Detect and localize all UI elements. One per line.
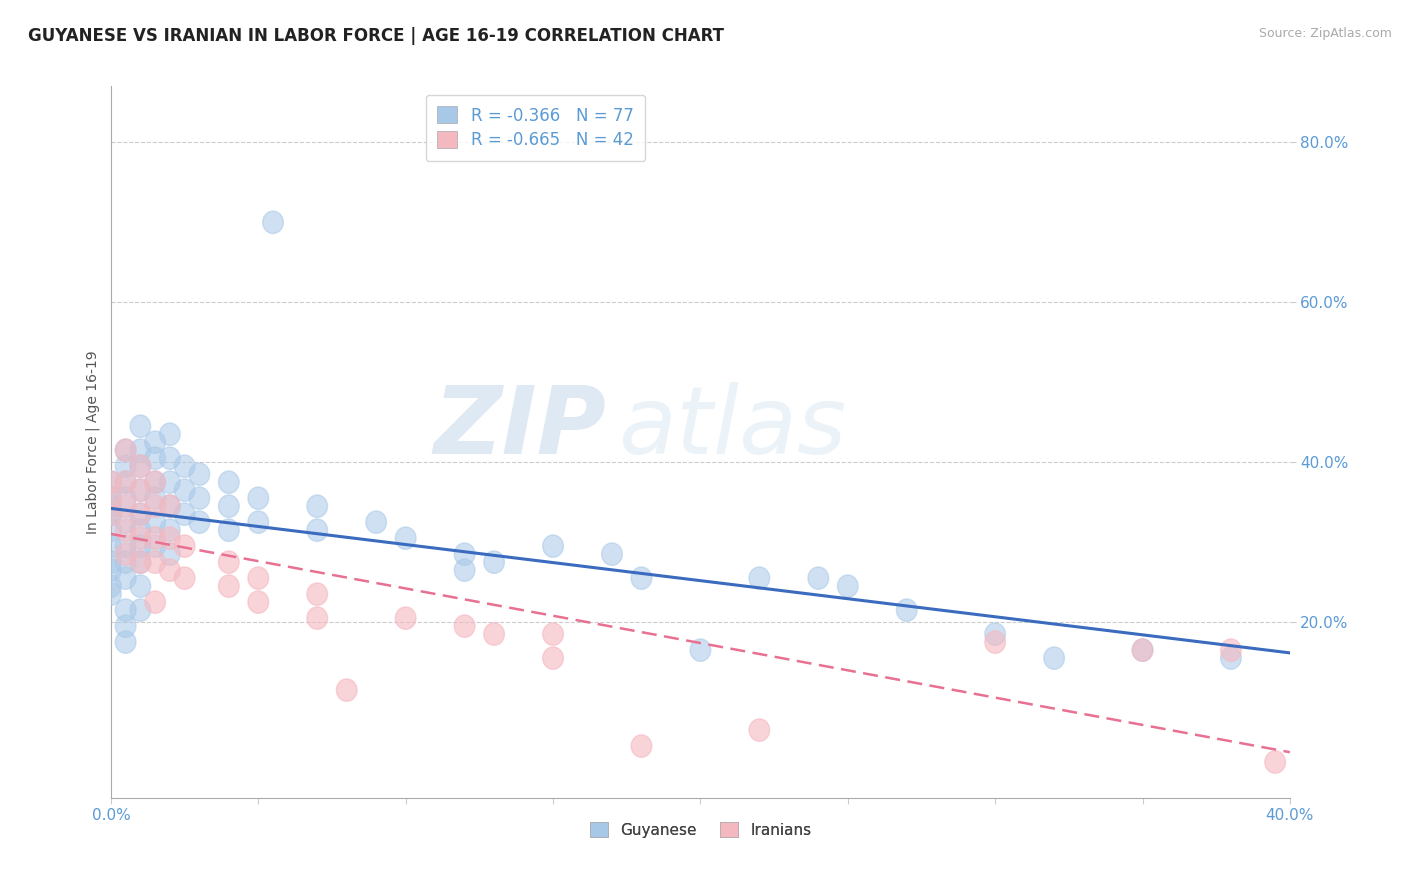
Y-axis label: In Labor Force | Age 16-19: In Labor Force | Age 16-19: [86, 351, 100, 534]
Legend: Guyanese, Iranians: Guyanese, Iranians: [583, 815, 817, 844]
Text: ZIP: ZIP: [433, 382, 606, 474]
Text: GUYANESE VS IRANIAN IN LABOR FORCE | AGE 16-19 CORRELATION CHART: GUYANESE VS IRANIAN IN LABOR FORCE | AGE…: [28, 27, 724, 45]
Text: atlas: atlas: [617, 383, 846, 474]
Text: Source: ZipAtlas.com: Source: ZipAtlas.com: [1258, 27, 1392, 40]
